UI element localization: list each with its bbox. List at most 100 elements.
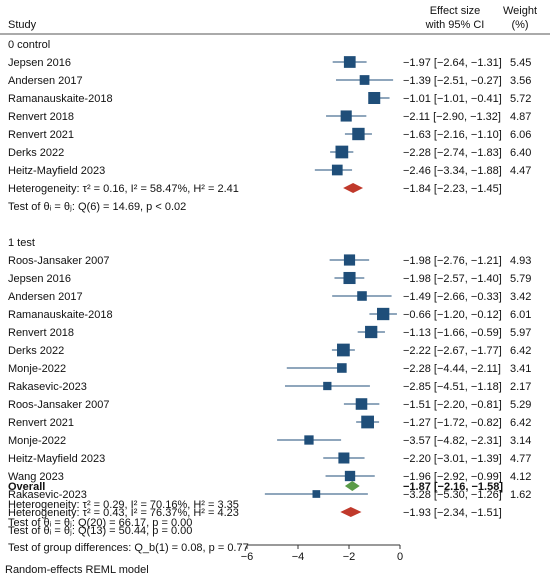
study-marker	[344, 470, 356, 482]
study-marker	[355, 398, 368, 410]
study-marker	[377, 307, 390, 321]
study-weight: 3.14	[510, 435, 531, 447]
study-marker	[343, 56, 356, 68]
overall-effect-ci: −1.87 [−2.16, −1.58]	[403, 481, 503, 493]
study-name: Ramanauskaite-2018	[8, 93, 113, 105]
x-axis: −6 −4 −2 0	[241, 544, 403, 563]
effect-size-ci: −1.39 [−2.51, −0.27]	[403, 75, 502, 87]
overall-label: Overall	[8, 481, 45, 493]
homogeneity-test: Test of θᵢ = θⱼ: Q(13) = 50.44, p = 0.00	[8, 525, 192, 537]
study-weight: 4.12	[510, 471, 531, 483]
study-marker	[340, 110, 352, 122]
study-name: Jepsen 2016	[8, 57, 71, 69]
x-tick-label: −6	[241, 551, 254, 563]
study-name: Jepsen 2016	[8, 273, 71, 285]
study-name: Wang 2023	[8, 471, 64, 483]
effect-size-ci: −3.28 [−5.30, −1.26]	[403, 489, 502, 501]
header-study: Study	[8, 19, 37, 31]
x-tick-label: −2	[343, 551, 356, 563]
forest-rows: 0 control Jepsen 2016 −1.97 [−2.64, −1.31]…	[8, 39, 531, 554]
study-name: Derks 2022	[8, 147, 64, 159]
study-weight: 5.97	[510, 327, 531, 339]
study-marker	[338, 452, 350, 464]
study-weight: 5.45	[510, 57, 531, 69]
study-weight: 4.93	[510, 255, 531, 267]
study-marker	[368, 91, 381, 105]
header-weight-unit: (%)	[511, 19, 528, 31]
overall-diamond	[344, 481, 360, 491]
header-effect-size: Effect size	[430, 5, 481, 17]
study-marker	[331, 164, 343, 176]
study-name: Rakasevic-2023	[8, 489, 87, 501]
study-marker	[337, 363, 347, 373]
study-name: Roos-Jansaker 2007	[8, 255, 110, 267]
effect-size-ci: −1.13 [−1.66, −0.59]	[403, 327, 502, 339]
study-weight: 3.42	[510, 291, 531, 303]
study-marker	[337, 343, 350, 357]
subgroup-diamond	[340, 507, 362, 517]
header-ci: with 95% CI	[425, 19, 485, 31]
study-marker	[365, 325, 378, 339]
heterogeneity-stat: Heterogeneity: τ² = 0.16, I² = 58.47%, H…	[8, 183, 239, 195]
study-name: Renvert 2021	[8, 417, 74, 429]
subgroup-effect-ci: −1.93 [−2.34, −1.51]	[403, 507, 502, 519]
study-marker	[304, 435, 314, 445]
effect-size-ci: −2.22 [−2.67, −1.77]	[403, 345, 502, 357]
study-name: Monje-2022	[8, 363, 66, 375]
study-weight: 5.72	[510, 93, 531, 105]
effect-size-ci: −1.63 [−2.16, −1.10]	[403, 129, 502, 141]
study-marker	[335, 145, 349, 159]
study-marker	[359, 75, 370, 85]
overall-heterogeneity: Heterogeneity: τ² = 0.29, I² = 70.16%, H…	[8, 499, 239, 511]
study-marker	[357, 291, 367, 301]
study-weight: 2.17	[510, 381, 531, 393]
study-marker	[343, 254, 356, 266]
study-weight: 3.56	[510, 75, 531, 87]
study-name: Roos-Jansaker 2007	[8, 399, 110, 411]
study-weight: 1.62	[510, 489, 531, 501]
group-difference-test: Test of group differences: Q_b(1) = 0.08…	[8, 542, 249, 554]
study-marker	[312, 490, 321, 498]
group-label: 1 test	[8, 237, 35, 249]
x-tick-label: 0	[397, 551, 403, 563]
study-name: Heitz-Mayfield 2023	[8, 165, 105, 177]
study-weight: 3.41	[510, 363, 531, 375]
effect-size-ci: −1.49 [−2.66, −0.33]	[403, 291, 502, 303]
study-name: Andersen 2017	[8, 75, 83, 87]
study-marker	[343, 271, 356, 285]
effect-size-ci: −2.11 [−2.90, −1.32]	[403, 111, 501, 123]
study-marker	[323, 381, 332, 391]
effect-size-ci: −2.85 [−4.51, −1.18]	[403, 381, 502, 393]
effect-size-ci: −1.27 [−1.72, −0.82]	[403, 417, 502, 429]
study-name: Renvert 2018	[8, 327, 74, 339]
effect-size-ci: −1.98 [−2.57, −1.40]	[403, 273, 502, 285]
study-weight: 6.42	[510, 417, 531, 429]
study-weight: 6.01	[510, 309, 531, 321]
effect-size-ci: −2.28 [−4.44, −2.11]	[403, 363, 501, 375]
study-weight: 4.87	[510, 111, 531, 123]
study-marker	[352, 127, 365, 141]
study-name: Andersen 2017	[8, 291, 83, 303]
effect-size-ci: −1.51 [−2.20, −0.81]	[403, 399, 502, 411]
effect-size-ci: −1.97 [−2.64, −1.31]	[403, 57, 502, 69]
header-weight: Weight	[503, 5, 537, 17]
subgroup-effect-ci: −1.84 [−2.23, −1.45]	[403, 183, 502, 195]
effect-size-ci: −2.28 [−2.74, −1.83]	[403, 147, 502, 159]
overall-homogeneity-test: Test of θᵢ = θⱼ: Q(20) = 66.17, p = 0.00	[8, 517, 192, 529]
study-weight: 6.06	[510, 129, 531, 141]
study-weight: 5.29	[510, 399, 531, 411]
study-name: Rakasevic-2023	[8, 381, 87, 393]
effect-size-ci: −1.98 [−2.76, −1.21]	[403, 255, 502, 267]
effect-size-ci: −0.66 [−1.20, −0.12]	[403, 309, 502, 321]
study-weight: 4.47	[510, 165, 531, 177]
heterogeneity-stat: Heterogeneity: τ² = 0.43, I² = 76.37%, H…	[8, 507, 239, 519]
model-note: Random-effects REML model	[5, 564, 149, 576]
study-name: Heitz-Mayfield 2023	[8, 453, 105, 465]
effect-size-ci: −1.01 [−1.01, −0.41]	[403, 93, 502, 105]
subgroup-diamond	[343, 183, 364, 193]
study-name: Renvert 2021	[8, 129, 74, 141]
study-marker	[361, 415, 374, 429]
study-weight: 6.42	[510, 345, 531, 357]
study-name: Renvert 2018	[8, 111, 74, 123]
